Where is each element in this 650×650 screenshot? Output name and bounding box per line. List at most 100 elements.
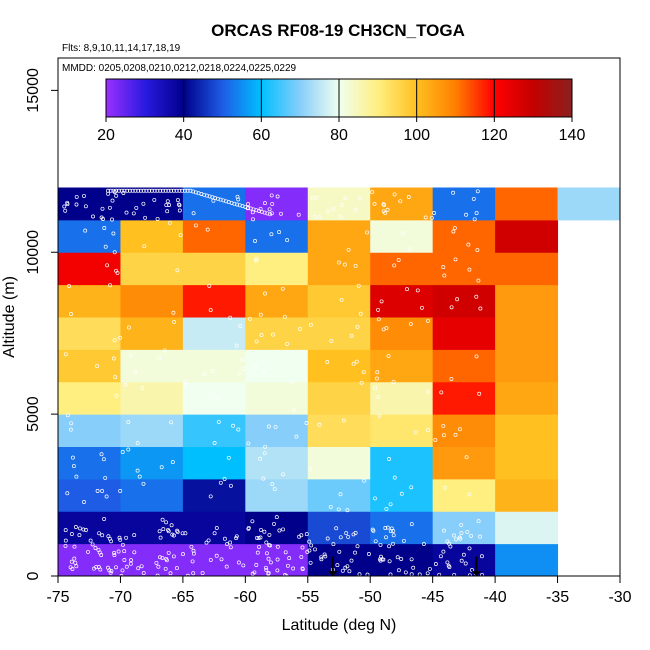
observation-point [453, 432, 458, 437]
observation-point [294, 434, 299, 439]
observation-point [399, 491, 404, 496]
observation-point [100, 489, 105, 493]
observation-point [275, 194, 280, 199]
observation-point [287, 556, 292, 561]
heatmap-cell [307, 543, 371, 577]
observation-point [384, 326, 389, 331]
observation-point [281, 472, 286, 477]
observation-point [175, 268, 180, 273]
observation-point [112, 250, 117, 255]
observation-point [336, 260, 341, 265]
observation-point [406, 195, 411, 199]
observation-point [387, 559, 392, 564]
observation-point [177, 208, 182, 213]
observation-point [453, 257, 458, 262]
observation-point [120, 542, 125, 547]
observation-point [86, 549, 90, 554]
observation-point [289, 380, 294, 385]
observation-point [373, 386, 378, 391]
observation-point [392, 192, 397, 197]
observation-point [336, 507, 341, 512]
observation-point [114, 565, 118, 570]
observation-point [214, 553, 219, 558]
observation-point [308, 466, 313, 471]
heatmap-cell [120, 478, 184, 512]
observation-point [128, 353, 133, 358]
observation-point [335, 563, 340, 568]
observation-point [100, 206, 105, 211]
observation-point [401, 538, 406, 543]
observation-point [169, 420, 174, 425]
observation-point [312, 214, 317, 219]
observation-point [467, 492, 472, 497]
observation-point [464, 212, 469, 217]
observation-point [281, 527, 285, 532]
observation-point [246, 526, 251, 531]
observation-point [283, 550, 288, 555]
observation-point [353, 263, 358, 268]
observation-point [313, 547, 317, 552]
heatmap-cell [245, 252, 309, 286]
heatmap-cell [432, 446, 496, 480]
observation-point [135, 468, 140, 473]
heatmap-cell [495, 187, 559, 221]
observation-point [266, 570, 271, 575]
x-tick-label: -75 [46, 589, 69, 606]
observation-point [382, 203, 387, 207]
heatmap-cell [58, 511, 121, 545]
observation-point [73, 525, 78, 529]
observation-point [476, 519, 481, 524]
heatmap-cell [307, 349, 371, 383]
observation-point [296, 212, 301, 217]
observation-point [345, 564, 350, 569]
observation-point [391, 529, 396, 533]
heatmap-cell [58, 284, 121, 318]
observation-point [331, 542, 336, 547]
observation-point [241, 563, 246, 568]
heatmap-cell [432, 381, 496, 415]
heatmap-cell [370, 381, 434, 415]
observation-point [171, 533, 176, 538]
observation-point [279, 211, 283, 216]
observation-point [135, 441, 140, 446]
heatmap-cell [58, 219, 121, 253]
observation-point [91, 214, 95, 219]
observation-point [210, 369, 215, 374]
observation-point [262, 201, 267, 206]
observation-point [463, 561, 468, 566]
observation-point [152, 188, 157, 193]
observation-point [111, 356, 116, 361]
observation-point [339, 202, 344, 207]
observation-point [285, 563, 290, 568]
x-tick-label: -55 [296, 589, 319, 606]
heatmap-cell [245, 414, 309, 447]
observation-points [62, 188, 484, 578]
observation-point [474, 211, 479, 216]
observation-point [427, 566, 432, 571]
observation-point [191, 551, 196, 556]
observation-point [375, 370, 380, 375]
observation-point [225, 542, 229, 547]
observation-point [328, 504, 333, 509]
observation-point [465, 529, 470, 534]
observation-point [183, 531, 188, 536]
observation-point [401, 231, 405, 236]
observation-point [108, 570, 113, 575]
observation-point [441, 265, 446, 270]
observation-point [345, 508, 350, 513]
observation-point [163, 566, 168, 571]
observation-point [307, 539, 312, 544]
heatmap-cell [245, 511, 309, 545]
observation-point [157, 356, 162, 361]
heatmap-cell [432, 543, 496, 577]
observation-point [164, 558, 169, 563]
observation-point [231, 423, 236, 428]
observation-point [272, 521, 276, 526]
observation-point [98, 567, 103, 572]
observation-point [141, 201, 146, 206]
observation-point [222, 536, 227, 541]
heatmap-cell [245, 317, 309, 350]
observation-point [291, 408, 296, 413]
observation-point [182, 188, 187, 193]
observation-point [262, 370, 267, 375]
